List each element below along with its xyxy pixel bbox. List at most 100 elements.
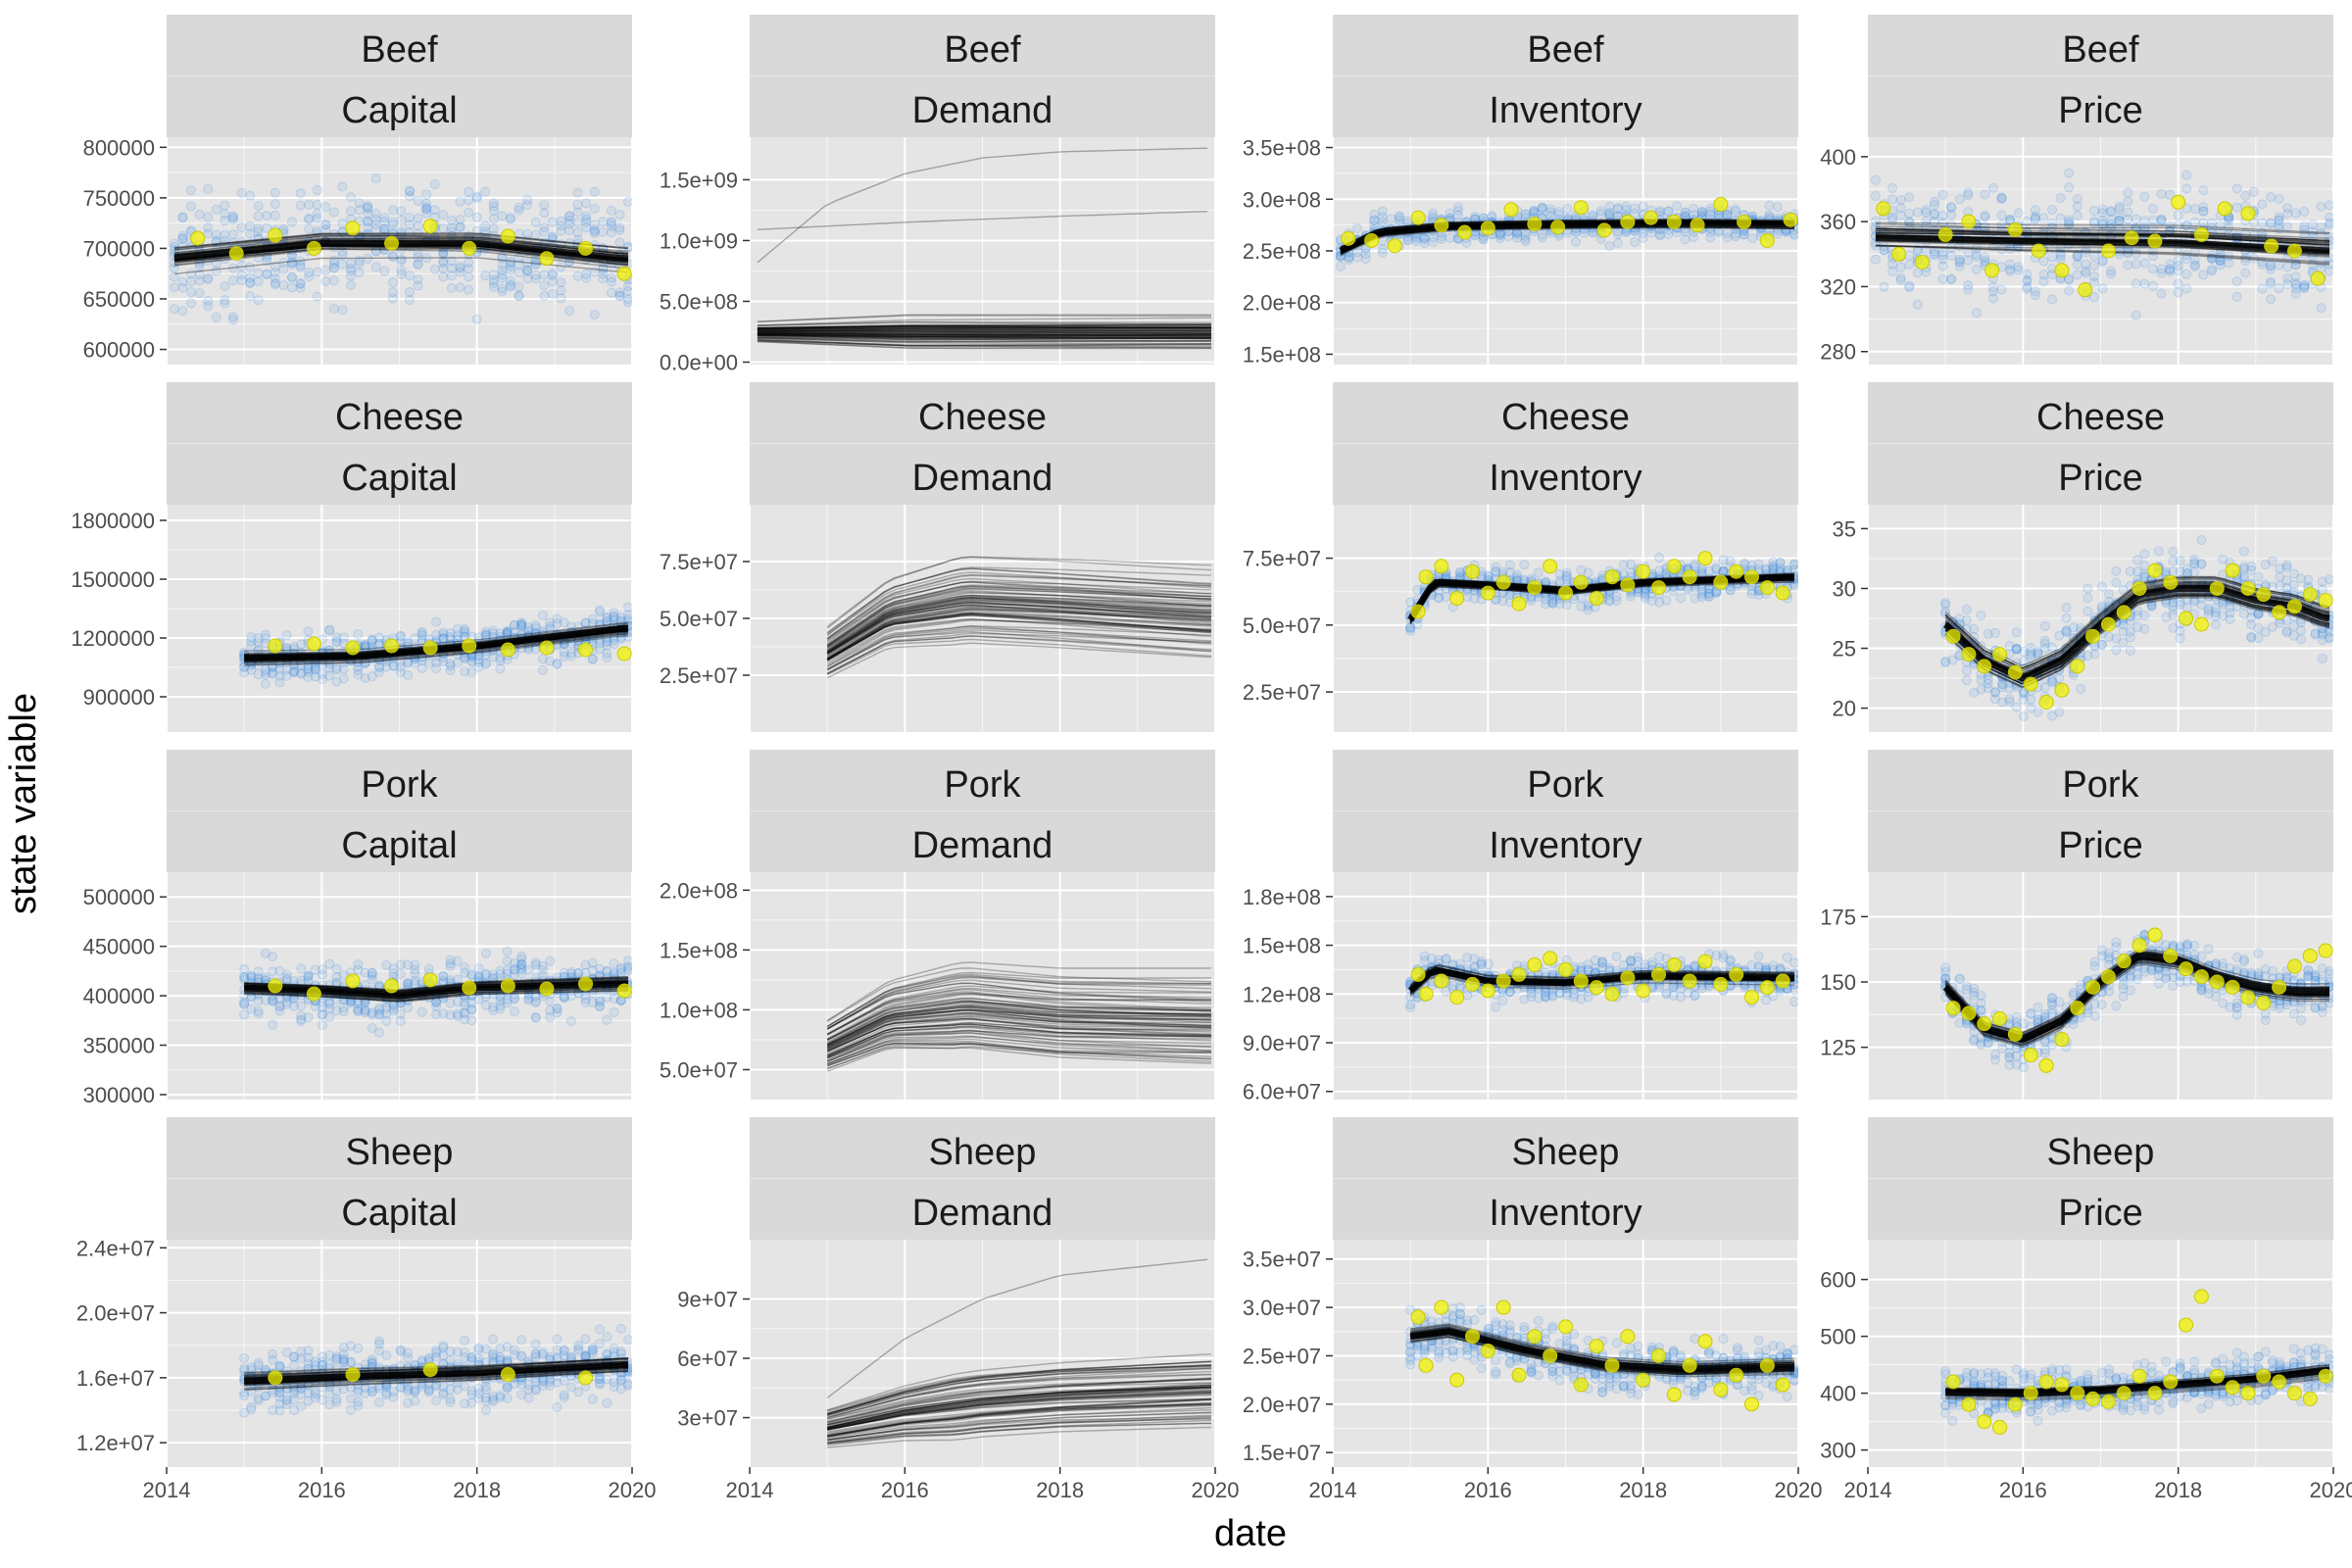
observed-point: [1992, 647, 2008, 662]
simulated-point: [177, 213, 188, 223]
simulated-point: [1947, 655, 1958, 665]
simulated-point: [1870, 224, 1881, 235]
simulated-point: [286, 257, 297, 268]
simulated-point: [552, 1003, 563, 1013]
simulated-trajectory: [757, 329, 1212, 332]
simulated-point: [387, 277, 398, 288]
simulated-point: [2299, 280, 2310, 291]
simulated-point: [1369, 215, 1380, 225]
simulated-point: [2106, 207, 2117, 218]
simulated-point: [1671, 201, 1682, 212]
simulated-point: [1722, 210, 1733, 220]
simulated-point: [270, 199, 280, 210]
simulated-point: [2189, 567, 2200, 578]
simulated-point: [1377, 247, 1388, 258]
simulated-point: [2248, 229, 2259, 240]
simulated-point: [2097, 256, 2108, 267]
simulated-point: [312, 225, 322, 236]
simulated-point: [2299, 229, 2310, 240]
simulated-point: [2290, 288, 2301, 299]
simulated-point: [253, 252, 264, 263]
simulated-point: [1377, 212, 1388, 222]
simulated-point: [2072, 251, 2082, 262]
simulated-point: [1680, 207, 1690, 218]
panel-pork-inventory: PorkInventory6.0e+079.0e+071.2e+081.5e+0…: [1243, 750, 1799, 1104]
simulated-point: [1775, 557, 1786, 567]
simulated-point: [1680, 226, 1690, 237]
simulated-point: [2068, 633, 2079, 644]
simulated-point: [260, 678, 270, 689]
simulated-point: [480, 229, 491, 240]
simulated-point: [1537, 229, 1547, 240]
simulated-point: [2215, 255, 2226, 266]
simulated-point: [2123, 221, 2133, 232]
simulated-point: [1946, 273, 1957, 284]
simulated-point: [452, 630, 463, 641]
simulated-point: [2005, 266, 2016, 276]
simulated-point: [537, 611, 548, 621]
observed-point: [2163, 574, 2179, 590]
simulated-point: [452, 658, 463, 668]
simulated-point: [589, 309, 600, 319]
observed-point: [1495, 574, 1511, 590]
simulated-point: [2156, 214, 2167, 224]
simulated-trajectory: [173, 236, 629, 257]
simulated-point: [488, 198, 499, 209]
simulated-point: [2231, 232, 2242, 243]
observed-point: [2302, 587, 2318, 603]
simulated-point: [2111, 565, 2122, 576]
simulated-point: [1997, 678, 2008, 689]
simulated-point: [1696, 565, 1707, 576]
simulated-point: [331, 637, 342, 648]
simulated-trajectory: [757, 323, 1211, 329]
simulated-point: [1412, 619, 1423, 630]
simulated-point: [2123, 207, 2133, 218]
simulated-point: [438, 271, 449, 282]
simulated-point: [303, 671, 314, 682]
simulated-point: [1980, 256, 1990, 267]
simulated-point: [516, 618, 527, 629]
observed-point: [1387, 238, 1402, 254]
simulated-point: [1983, 683, 1993, 694]
observed-point: [1891, 246, 1907, 262]
simulated-point: [1402, 234, 1413, 245]
simulated-point: [421, 189, 432, 200]
simulated-point: [1912, 244, 1923, 255]
simulated-trajectory: [757, 329, 1212, 333]
simulated-trajectory: [757, 336, 1212, 341]
simulated-point: [413, 213, 423, 223]
simulated-point: [1980, 210, 1990, 220]
simulated-point: [1654, 230, 1665, 241]
simulated-point: [572, 199, 583, 210]
simulated-point: [286, 249, 297, 260]
simulated-point: [227, 211, 238, 221]
simulated-point: [1983, 628, 1993, 639]
simulated-point: [1618, 560, 1629, 570]
simulated-trajectory: [757, 314, 1211, 322]
simulated-point: [480, 226, 491, 237]
simulated-point: [370, 223, 381, 234]
simulated-point: [2081, 226, 2091, 237]
y-tick-label: 280: [1820, 340, 1856, 365]
simulated-point: [1696, 592, 1707, 603]
simulated-point: [564, 211, 575, 221]
simulated-point: [2173, 220, 2183, 230]
simulated-point: [177, 230, 188, 241]
observed-point: [1480, 585, 1495, 601]
simulated-point: [1547, 597, 1558, 608]
simulated-point: [564, 257, 575, 268]
simulated-point: [312, 184, 322, 195]
y-tick-label: 7.5e+07: [1243, 547, 1321, 571]
simulated-point: [2072, 210, 2082, 220]
simulated-point: [1452, 205, 1463, 216]
simulated-point: [564, 306, 575, 317]
simulated-trajectory: [826, 612, 1212, 661]
simulated-point: [211, 266, 221, 276]
simulated-point: [556, 285, 566, 296]
simulated-point: [246, 632, 257, 643]
simulated-point: [572, 270, 583, 281]
simulated-point: [623, 286, 632, 297]
simulated-trajectory: [757, 323, 1212, 330]
simulated-point: [262, 269, 272, 279]
simulated-point: [572, 234, 583, 245]
